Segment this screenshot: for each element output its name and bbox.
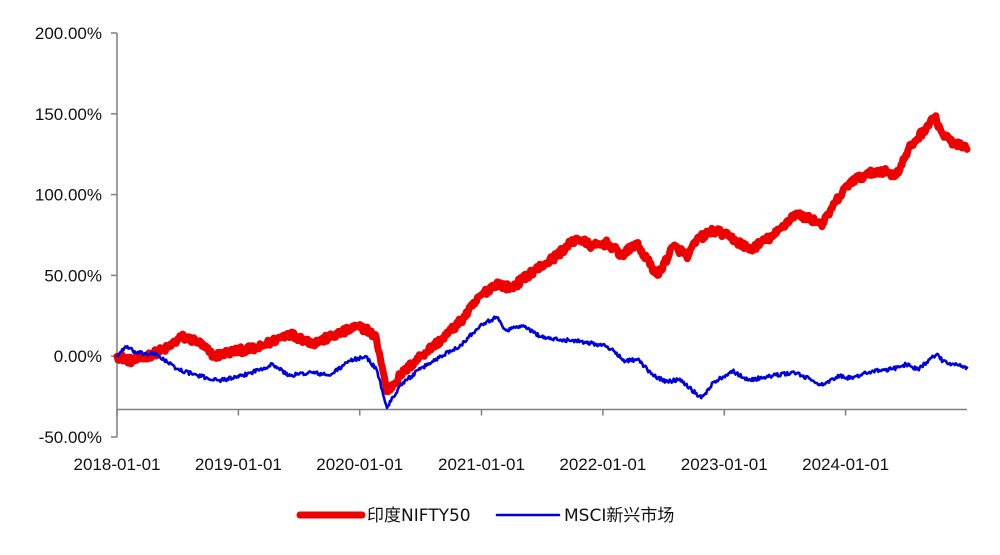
y-tick-label: 50.00%: [44, 266, 102, 285]
x-tick-label: 2022-01-01: [559, 455, 646, 474]
x-tick-label: 2019-01-01: [195, 455, 282, 474]
series-line-2: [115, 315, 969, 410]
series-line-1: [113, 112, 971, 396]
x-tick-labels: 2018-01-01 2019-01-01 2020-01-01 2021-01-01…: [74, 455, 890, 474]
y-tick-label: 150.00%: [35, 105, 102, 124]
x-tick-label: 2023-01-01: [681, 455, 768, 474]
legend: 印度NIFTY50 MSCI新兴市场: [296, 506, 674, 526]
y-tick-label: 0.00%: [54, 347, 102, 366]
x-tick-label: 2024-01-01: [802, 455, 889, 474]
x-tick-label: 2018-01-01: [74, 455, 161, 474]
y-tick-labels: 200.00% 150.00% 100.00% 50.00% 0.00% -50.00%: [35, 24, 102, 447]
y-axis: [111, 32, 118, 438]
x-axis: [116, 408, 967, 416]
legend-label: MSCI新兴市场: [564, 506, 674, 526]
series-lines: [113, 112, 971, 410]
legend-label: 印度NIFTY50: [367, 506, 471, 526]
legend-item-2: MSCI新兴市场: [495, 506, 674, 526]
x-tick-label: 2021-01-01: [438, 455, 525, 474]
y-tick-label: -50.00%: [39, 428, 102, 447]
legend-item-1: 印度NIFTY50: [296, 506, 471, 526]
x-tick-label: 2020-01-01: [316, 455, 403, 474]
y-tick-label: 100.00%: [35, 186, 102, 205]
y-tick-label: 200.00%: [35, 24, 102, 43]
